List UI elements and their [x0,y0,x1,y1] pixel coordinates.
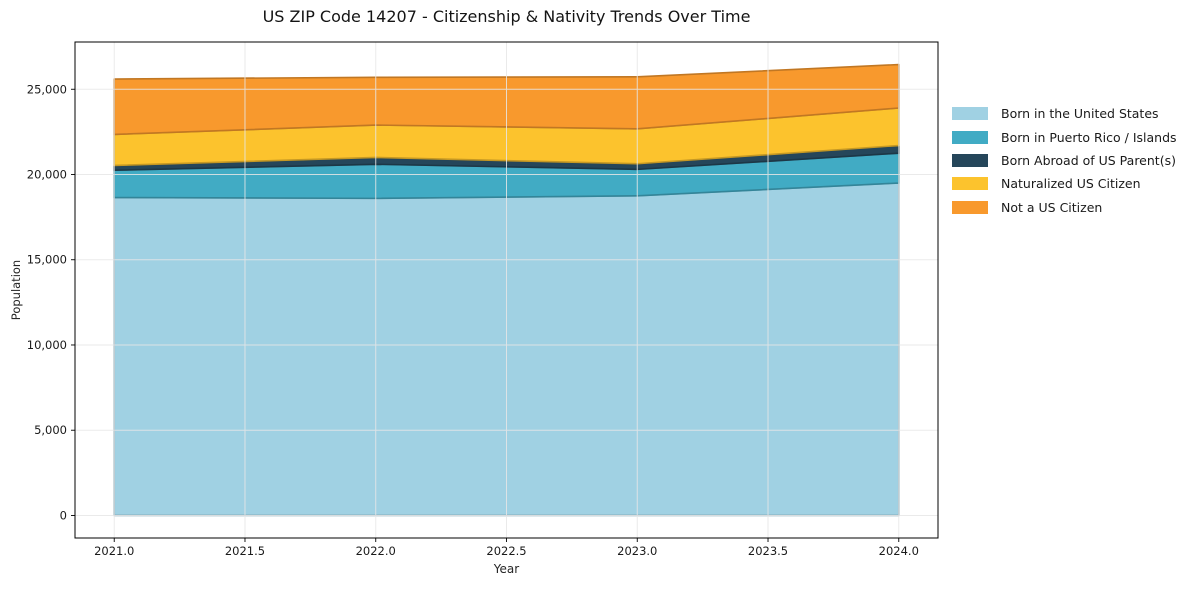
legend-swatch-4 [952,200,988,214]
y-tick-label: 10,000 [27,338,67,352]
legend-label-1: Born in Puerto Rico / Islands [1001,129,1177,145]
y-tick-label: 5,000 [34,423,67,437]
legend-label-0: Born in the United States [1001,106,1159,122]
y-tick-label: 25,000 [27,82,67,96]
legend-item-4: Not a US Citizen [952,196,1177,219]
legend-item-0: Born in the United States [952,102,1177,125]
legend: Born in the United States Born in Puerto … [952,102,1177,219]
x-tick-label: 2024.0 [879,544,919,558]
legend-item-3: Naturalized US Citizen [952,172,1177,195]
chart-title: US ZIP Code 14207 - Citizenship & Nativi… [262,7,751,26]
tick-marks [71,88,900,542]
legend-swatch-2 [952,153,988,167]
x-tick-label: 2023.0 [617,544,657,558]
x-tick-label: 2021.5 [225,544,265,558]
x-tick-label: 2021.0 [94,544,134,558]
legend-swatch-3 [952,177,988,191]
legend-swatch-0 [952,107,988,121]
legend-item-2: Born Abroad of US Parent(s) [952,149,1177,172]
legend-label-4: Not a US Citizen [1001,199,1103,215]
x-tick-label: 2022.0 [356,544,396,558]
tick-labels: 2021.0 2021.5 2022.0 2022.5 2023.0 2023.5 2024… [27,82,919,558]
gridlines [75,42,938,538]
x-axis-label: Year [493,562,520,576]
x-tick-label: 2023.5 [748,544,788,558]
x-tick-label: 2022.5 [486,544,526,558]
legend-swatch-1 [952,130,988,144]
y-tick-label: 15,000 [27,253,67,267]
y-tick-label: 0 [60,508,67,522]
legend-label-2: Born Abroad of US Parent(s) [1001,152,1176,168]
legend-label-3: Naturalized US Citizen [1001,176,1141,192]
y-axis-label: Population [9,259,23,321]
legend-item-1: Born in Puerto Rico / Islands [952,125,1177,148]
y-tick-label: 20,000 [27,167,67,181]
